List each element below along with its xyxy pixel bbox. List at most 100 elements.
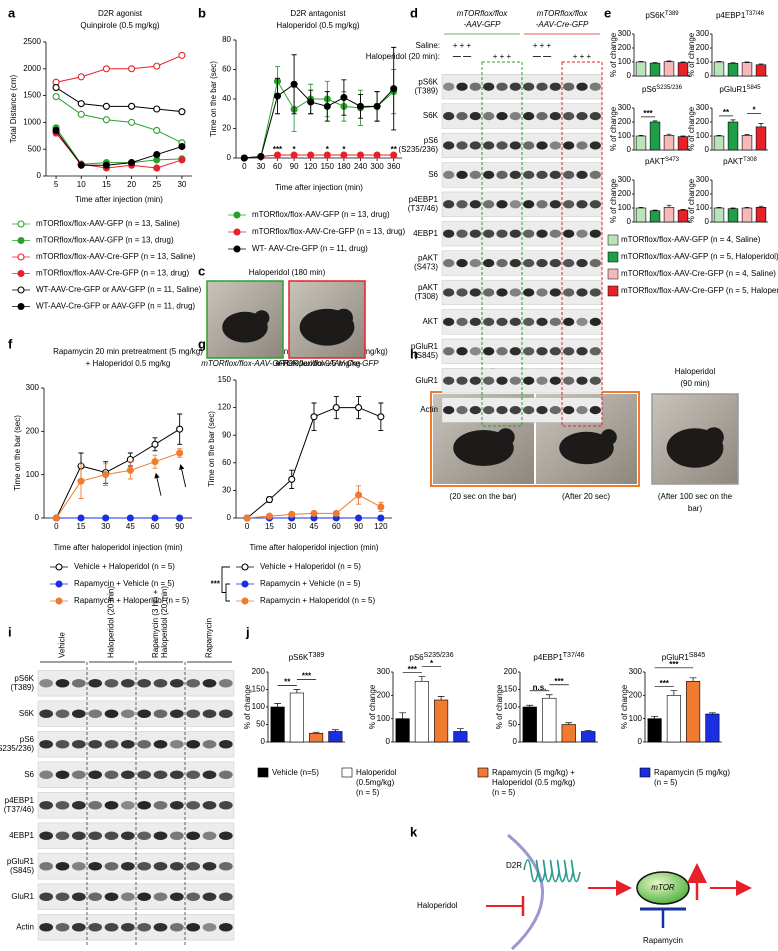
legend-label: Vehicle + Haloperidol (n = 5) xyxy=(74,562,175,571)
blot-band xyxy=(523,141,535,150)
title-main: pS6 xyxy=(409,653,424,662)
x-tick-label: 360 xyxy=(387,162,401,171)
blot-band xyxy=(576,288,588,297)
y-tick-label: 300 xyxy=(618,175,632,184)
title-main: pGluR1 xyxy=(662,653,690,662)
blot-band xyxy=(469,111,481,121)
y-tick-label: 100 xyxy=(629,714,643,723)
blot-band xyxy=(523,317,535,327)
receptor-label: D2R xyxy=(506,861,522,870)
blot-band xyxy=(483,376,495,385)
bar xyxy=(414,681,429,743)
photo-subject xyxy=(559,431,614,465)
y-axis-label: % of change xyxy=(495,684,504,729)
blot-band xyxy=(55,709,70,719)
blot-row-label: (S845) xyxy=(10,866,34,875)
y-tick-label: 200 xyxy=(618,43,632,52)
title-main: p4EBP1 xyxy=(716,11,746,20)
data-point xyxy=(153,126,161,134)
legend-label: Rapamycin + Haloperidol (n = 5) xyxy=(74,596,190,605)
blot-band xyxy=(443,200,455,209)
panel-label: j xyxy=(245,624,250,639)
data-point xyxy=(377,514,385,522)
blot-band xyxy=(549,170,561,180)
blot-band xyxy=(563,347,575,356)
error-bar xyxy=(565,722,573,725)
blot-row-label: 4EBP1 xyxy=(413,229,438,238)
blot-header-label: Haloperidol (20 min): xyxy=(366,52,440,61)
y-tick-label: 90 xyxy=(222,430,231,439)
arrow xyxy=(154,472,162,496)
legend-marker xyxy=(17,253,25,261)
legend-label: mTORflox/flox-AAV-GFP (n = 13, drug) xyxy=(252,210,390,219)
blot-band xyxy=(153,739,168,749)
blot-band xyxy=(71,770,86,780)
blot-sign: — — xyxy=(453,52,471,61)
blot-band xyxy=(589,317,601,327)
blot-band xyxy=(39,922,54,932)
error-bar xyxy=(526,704,534,707)
blot-band xyxy=(509,229,521,238)
bar xyxy=(705,713,720,743)
data-point xyxy=(102,65,110,73)
blot-band xyxy=(71,831,86,841)
blot-band xyxy=(523,229,535,238)
blot-row-label: (S235/236) xyxy=(0,744,34,753)
drug-label: Haloperidol xyxy=(417,901,458,910)
bar xyxy=(635,61,647,77)
blot-band xyxy=(71,709,86,719)
error-bar xyxy=(689,677,697,682)
blot-band xyxy=(496,376,508,385)
y-tick-label: 0 xyxy=(35,513,40,522)
blot-band xyxy=(456,200,468,209)
x-tick-label: 45 xyxy=(126,522,135,531)
blot-band xyxy=(120,800,135,810)
blot-band xyxy=(496,258,508,268)
blot-band xyxy=(536,376,548,385)
blot-column-label: Rapamycin xyxy=(205,618,214,658)
bar xyxy=(542,697,557,743)
bar xyxy=(395,718,410,743)
annotation: *** xyxy=(554,677,564,686)
bar xyxy=(727,63,739,77)
data-point xyxy=(373,151,381,159)
y-tick-label: 100 xyxy=(618,57,632,66)
blot-band xyxy=(218,739,233,749)
blot-band xyxy=(88,892,103,902)
y-tick-label: 0 xyxy=(638,737,643,746)
x-axis-label: Time after injection (min) xyxy=(275,183,363,192)
blot-row-label: (T37/46) xyxy=(4,805,35,814)
error-bar xyxy=(312,731,320,734)
data-point xyxy=(178,51,186,59)
legend-marker xyxy=(241,580,249,588)
legend-label: mTORflox/flox-AAV-GFP (n = 5, Haloperido… xyxy=(621,252,778,261)
legend-label: (0.5mg/kg) xyxy=(356,778,395,787)
legend-marker xyxy=(55,580,63,588)
data-point xyxy=(77,477,85,485)
y-axis-label: % of change xyxy=(609,32,618,77)
x-axis-label: Time after haloperidol injection (min) xyxy=(53,543,182,552)
blot-band xyxy=(88,709,103,719)
blot-band xyxy=(523,82,535,91)
blot-band xyxy=(39,770,54,780)
legend-marker xyxy=(17,302,25,311)
blot-band xyxy=(536,200,548,209)
blot-band xyxy=(169,861,184,871)
blot-band xyxy=(88,770,103,780)
chart-title: pGluR1S845 xyxy=(719,85,761,95)
blot-band xyxy=(456,141,468,150)
y-axis-label: Time on the bar (sec) xyxy=(13,415,22,491)
blot-band xyxy=(469,141,481,150)
y-tick-label: 300 xyxy=(618,103,632,112)
chart-title: pS6KT389 xyxy=(289,652,325,662)
chart-title: pS6S235/236 xyxy=(409,652,453,662)
bar xyxy=(289,692,304,743)
y-tick-label: 60 xyxy=(222,458,231,467)
data-point xyxy=(178,108,186,116)
y-tick-label: 0 xyxy=(627,217,632,226)
error-bar xyxy=(399,712,406,719)
blot-band xyxy=(443,258,455,268)
blot-band xyxy=(509,317,521,327)
blot-group-label: -AAV-Cre-GFP xyxy=(536,20,589,29)
